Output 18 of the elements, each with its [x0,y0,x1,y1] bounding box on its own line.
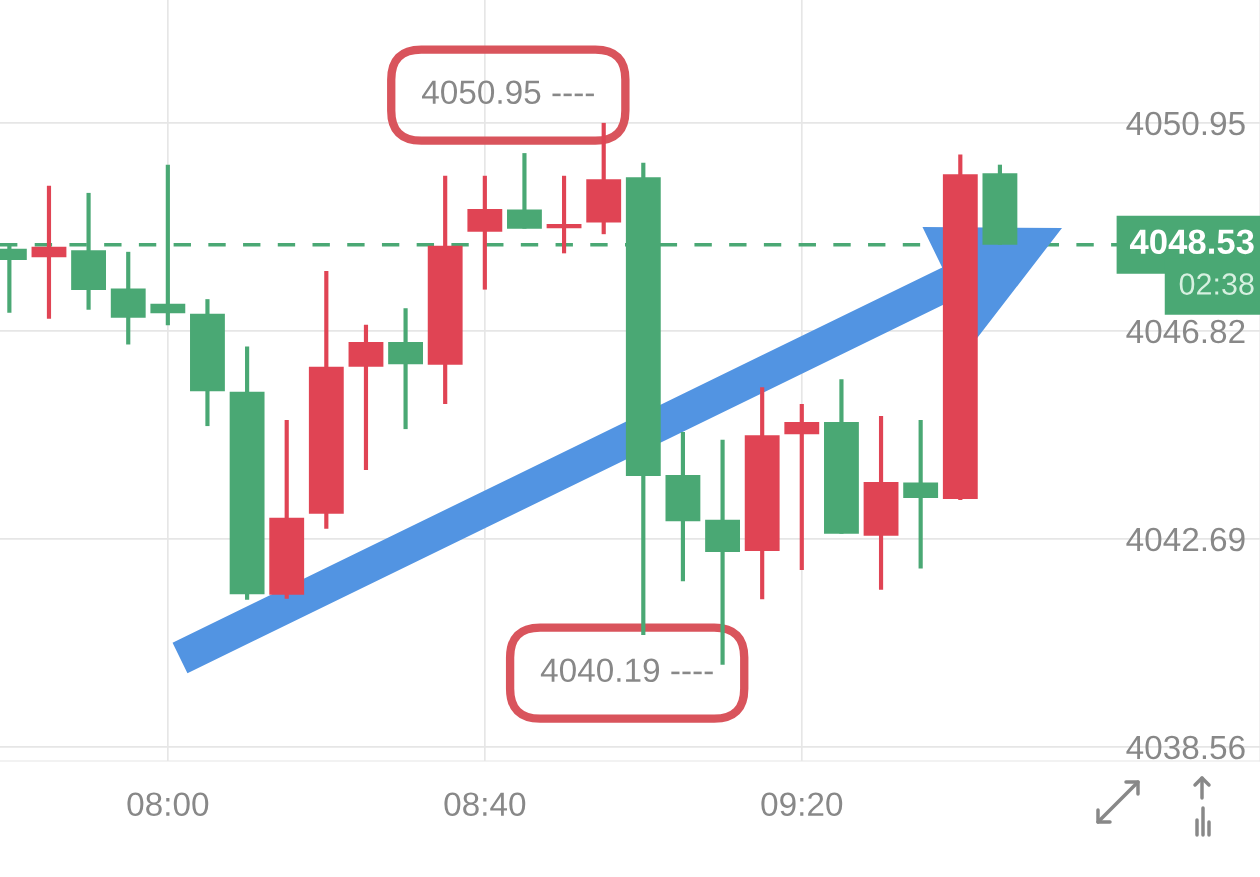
candlestick [784,403,820,571]
candlestick [546,175,582,254]
x-tick-label: 08:40 [444,792,526,817]
y-tick-label: 4046.82 [1126,319,1245,344]
y-tick-label: 4050.95 [1126,111,1245,136]
candlestick [150,164,186,326]
annotation: 02:38 [1179,273,1254,295]
y-tick-label: 4038.56 [1126,735,1245,760]
x-tick-label: 09:20 [761,792,843,817]
candlestick [903,420,939,569]
annotation: 4040.19 ---- [540,658,713,683]
candlestick [31,185,67,319]
x-tick-label: 08:00 [127,792,209,817]
annotation: 4050.95 ---- [422,80,594,105]
candlestick [348,324,384,470]
ref-line-label: 4048.53 [1129,229,1254,255]
candlestick [705,439,740,665]
y-tick-label: 4042.69 [1126,527,1245,552]
